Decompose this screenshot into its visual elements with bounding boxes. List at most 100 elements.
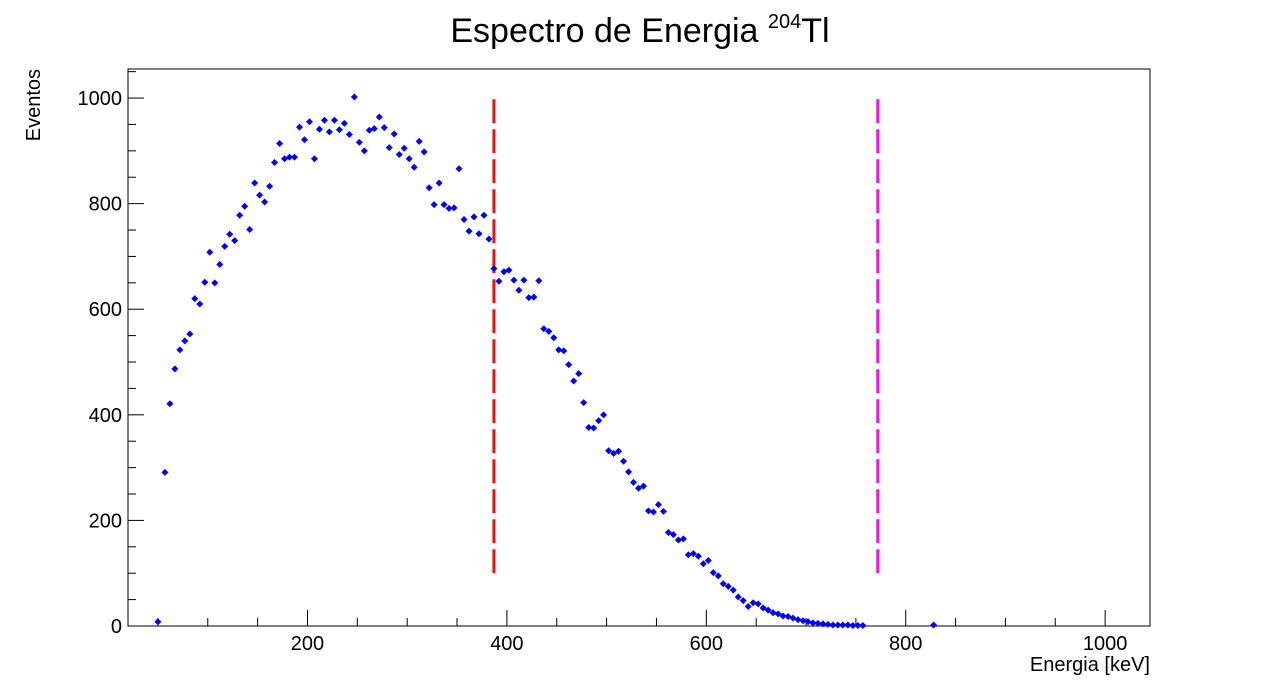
plot-frame [127, 68, 1151, 627]
data-point [679, 535, 687, 543]
data-point [744, 602, 752, 610]
data-point [171, 365, 179, 373]
y-tick-label: 1000 [78, 88, 123, 110]
data-point [485, 235, 493, 243]
data-point [410, 163, 418, 171]
data-point [525, 294, 533, 302]
y-tick-label: 800 [89, 194, 122, 216]
data-point [420, 148, 428, 156]
data-point [271, 158, 279, 166]
data-point [295, 123, 303, 131]
data-point [719, 580, 727, 588]
x-tick-label: 200 [291, 633, 324, 655]
data-point [930, 621, 938, 629]
data-point [764, 606, 772, 614]
data-point [664, 529, 672, 537]
data-point [829, 621, 837, 629]
data-point [560, 347, 568, 355]
data-point [196, 300, 204, 308]
chart-title: Espectro de Energia 204Tl [450, 11, 829, 50]
data-point [824, 620, 832, 628]
data-point [585, 423, 593, 431]
data-point [669, 531, 677, 539]
data-point [490, 265, 498, 273]
data-point [649, 508, 657, 516]
data-point [440, 201, 448, 209]
data-point [545, 327, 553, 335]
data-point [550, 334, 558, 342]
data-point [734, 593, 742, 601]
y-tick-label: 600 [89, 299, 122, 321]
data-point [644, 507, 652, 515]
data-point [759, 604, 767, 612]
data-point [495, 277, 503, 285]
data-point [405, 155, 413, 163]
data-point [345, 130, 353, 138]
data-point [779, 612, 787, 620]
reference-lines [492, 98, 880, 574]
y-axis-label: Eventos [23, 69, 45, 141]
data-point [515, 286, 523, 294]
data-point [799, 617, 807, 625]
data-point [839, 621, 847, 629]
data-point [565, 361, 573, 369]
data-point [590, 424, 598, 432]
data-point [709, 569, 717, 577]
data-point [600, 411, 608, 419]
chart-title-superscript: 204 [768, 11, 801, 33]
data-point [201, 278, 209, 286]
x-tick-label: 800 [889, 633, 922, 655]
data-point [261, 198, 269, 206]
data-point [570, 377, 578, 385]
data-point [181, 337, 189, 345]
data-point [814, 619, 822, 627]
data-point [305, 118, 313, 126]
data-point [834, 621, 842, 629]
data-point [320, 116, 328, 124]
x-tick-label: 600 [690, 633, 723, 655]
chart-title-suffix: Tl [801, 12, 829, 50]
data-point [729, 586, 737, 594]
data-point [610, 449, 618, 457]
data-point [350, 93, 358, 101]
data-point [231, 237, 239, 245]
data-point [520, 276, 528, 284]
data-point [774, 610, 782, 618]
data-point [615, 447, 623, 455]
data-point [510, 276, 518, 284]
data-point [630, 478, 638, 486]
data-point [620, 457, 628, 465]
data-point [854, 621, 862, 629]
data-point [370, 125, 378, 133]
data-point [390, 130, 398, 138]
data-point [266, 182, 274, 190]
data-point [191, 295, 199, 303]
data-point [475, 230, 483, 238]
data-point [325, 128, 333, 136]
y-tick-label: 200 [89, 510, 122, 532]
data-point [480, 211, 488, 219]
data-point [754, 600, 762, 608]
data-point [380, 124, 388, 132]
data-point [385, 144, 393, 152]
data-point [684, 551, 692, 559]
data-point [176, 346, 184, 354]
data-point [425, 184, 433, 192]
y-tick-label: 400 [89, 405, 122, 427]
data-point [256, 191, 264, 199]
data-point [315, 125, 323, 133]
y-axis-ticks [128, 71, 144, 627]
data-point [161, 468, 169, 476]
chart-title-main: Espectro de Energia [450, 12, 768, 50]
data-point [221, 242, 229, 250]
data-point [724, 582, 732, 590]
data-point [216, 260, 224, 268]
data-point [415, 137, 423, 145]
data-point [300, 136, 308, 144]
data-point [535, 277, 543, 285]
data-point [360, 147, 368, 155]
data-point [674, 536, 682, 544]
data-point [704, 557, 712, 565]
